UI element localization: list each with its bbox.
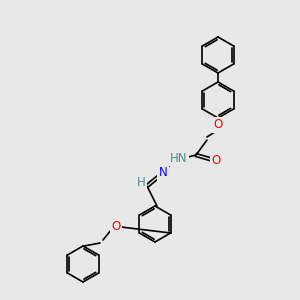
Text: N: N [159, 167, 167, 179]
Text: O: O [213, 118, 223, 131]
Text: O: O [111, 220, 121, 233]
Text: O: O [212, 154, 220, 166]
Text: H: H [136, 176, 146, 190]
Text: HN: HN [170, 152, 188, 164]
